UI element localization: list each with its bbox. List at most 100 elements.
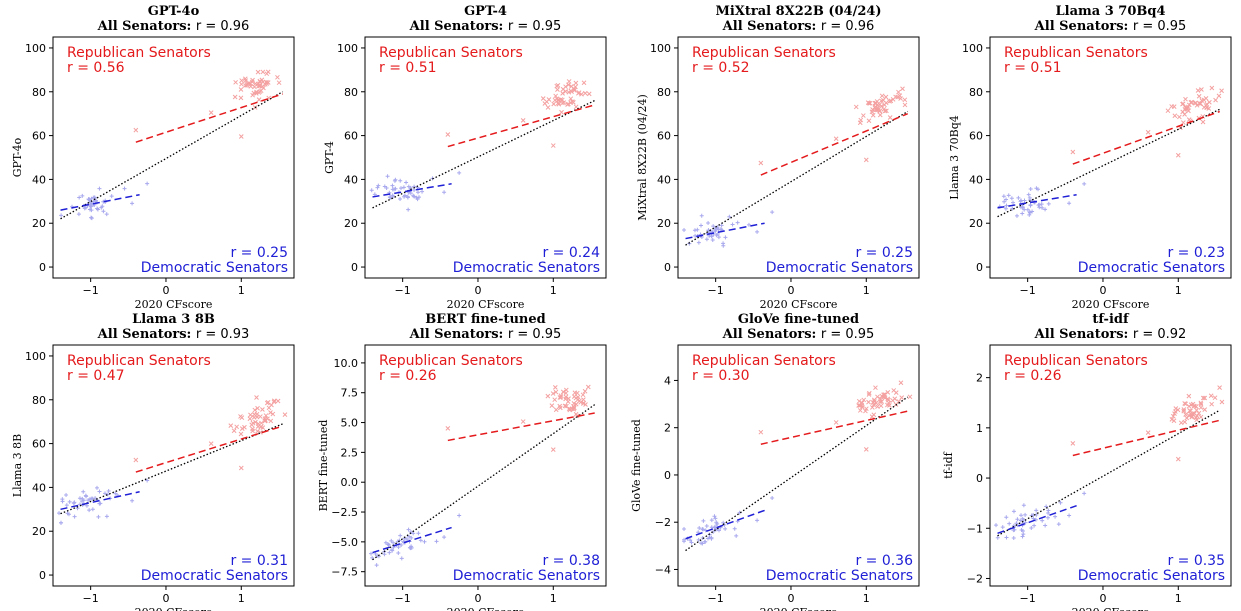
republican-point: [1183, 412, 1188, 417]
democratic-point: [1012, 527, 1017, 532]
democratic-point: [77, 496, 82, 501]
republican-point: [258, 424, 264, 430]
democratic-point: [1000, 525, 1005, 530]
republican-point: [860, 113, 866, 118]
republican-label: Republican Senators: [1004, 353, 1148, 369]
republican-label: Republican Senators: [692, 45, 836, 61]
republican-point: [857, 408, 863, 413]
democratic-point: [59, 520, 64, 525]
y-tick-label: −2: [967, 572, 983, 585]
republican-label: Republican Senators: [1004, 45, 1148, 61]
democratic-point: [399, 186, 404, 191]
republican-point: [1170, 413, 1176, 419]
republican-point: [875, 105, 881, 111]
democratic-point: [145, 478, 150, 483]
democratic-point: [688, 538, 693, 543]
democratic-point: [103, 491, 108, 496]
subplot-subtitle: All Senators: r = 0.95: [409, 19, 562, 34]
republican-point: [1193, 404, 1199, 409]
republican-point: [1176, 114, 1182, 120]
y-tick-label: 100: [337, 42, 358, 55]
republican-point: [869, 414, 875, 419]
democratic-point: [1015, 517, 1020, 522]
republican-point: [887, 99, 892, 104]
democratic-point: [1046, 510, 1051, 515]
democratic-point: [457, 170, 462, 175]
republican-point: [1070, 441, 1076, 446]
republican-point: [233, 79, 238, 85]
republican-point: [882, 108, 888, 114]
republican-point: [585, 384, 591, 390]
republican-point: [248, 412, 253, 418]
democratic-point: [399, 556, 404, 561]
democratic-point: [434, 539, 439, 544]
democratic-point: [709, 518, 714, 523]
republican-point: [259, 420, 264, 426]
democratic-point: [376, 183, 381, 188]
democratic-point: [71, 501, 76, 506]
y-tick-label: −2.5: [331, 506, 358, 519]
democratic-point: [770, 496, 775, 501]
republican-fit-line: [1072, 419, 1220, 457]
republican-point: [268, 410, 273, 415]
democratic-point: [1082, 181, 1087, 186]
democratic-point: [1058, 500, 1063, 505]
democratic-point: [130, 201, 135, 206]
democratic-point: [81, 489, 86, 494]
democratic-point: [1046, 201, 1051, 206]
democratic-point: [408, 546, 413, 551]
republican-point: [884, 108, 889, 114]
overall-fit-line: [372, 99, 595, 209]
democratic-point: [1021, 532, 1026, 537]
republican-point: [1145, 430, 1151, 435]
republican-point: [271, 398, 277, 404]
republican-point: [907, 394, 913, 400]
republican-point: [568, 96, 574, 102]
democratic-point: [89, 216, 94, 221]
republican-point: [1169, 416, 1175, 422]
republican-point: [265, 416, 270, 422]
republican-point: [878, 98, 884, 104]
democratic-point: [700, 527, 705, 532]
republican-point: [133, 127, 139, 133]
democratic-point: [64, 493, 69, 498]
democratic-point: [369, 188, 374, 193]
republican-point: [879, 393, 885, 399]
republican-point: [520, 419, 526, 424]
democratic-point: [1009, 196, 1014, 201]
republican-point: [1186, 413, 1192, 419]
republican-point: [566, 82, 571, 88]
democratic-point: [383, 540, 388, 545]
republican-point: [256, 97, 262, 102]
republican-point: [238, 87, 244, 92]
republican-point: [867, 100, 873, 106]
democratic-point: [692, 228, 697, 233]
subplot-subtitle: All Senators: r = 0.95: [722, 327, 875, 342]
x-tick-label: 0: [474, 592, 481, 605]
x-tick-label: −1: [395, 592, 411, 605]
democratic-point: [77, 195, 82, 200]
y-axis-label: tf-idf: [942, 451, 955, 478]
republican-point: [866, 390, 872, 396]
republican-point: [255, 405, 260, 411]
republican-point: [1196, 93, 1202, 99]
republican-point: [276, 80, 282, 86]
republican-point: [569, 84, 574, 89]
democratic-point: [417, 195, 422, 200]
democratic-point: [1039, 202, 1044, 207]
republican-point: [1190, 401, 1196, 407]
x-axis-label: 2020 CFscore: [135, 298, 213, 311]
republican-point: [563, 396, 568, 402]
x-tick-label: 0: [162, 592, 169, 605]
republican-fit-line: [760, 112, 908, 176]
y-tick-label: 100: [650, 42, 671, 55]
democratic-point: [457, 513, 462, 518]
republican-point: [271, 399, 277, 405]
democratic-point: [89, 196, 94, 201]
republican-point: [553, 93, 559, 99]
democratic-point: [130, 498, 135, 503]
x-axis-label: 2020 CFscore: [135, 606, 213, 611]
y-tick-label: 80: [32, 394, 46, 407]
republican-point: [580, 401, 586, 406]
republican-point: [242, 424, 247, 430]
